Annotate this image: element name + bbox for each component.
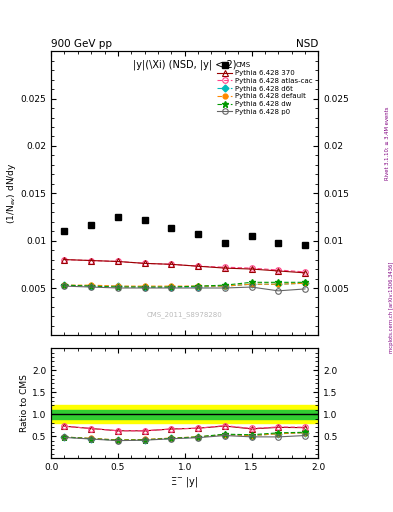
X-axis label: $\Xi^{-}$ |y|: $\Xi^{-}$ |y| (171, 475, 199, 489)
Pythia 6.428 dw (169, 284, 174, 290)
Pythia 6.428 p0 (222, 285, 227, 291)
Pythia 6.428 370 (62, 257, 67, 263)
Pythia 6.428 d6t (169, 284, 174, 290)
Pythia 6.428 atlas-cac (169, 261, 174, 267)
Pythia 6.428 atlas-cac (89, 258, 94, 264)
CMS (142, 217, 147, 223)
Pythia 6.428 atlas-cac (116, 259, 120, 265)
Pythia 6.428 default (196, 283, 200, 289)
Pythia 6.428 d6t (116, 283, 120, 289)
Pythia 6.428 atlas-cac (303, 269, 307, 275)
Pythia 6.428 atlas-cac (142, 260, 147, 266)
Pythia 6.428 default (62, 282, 67, 288)
Pythia 6.428 p0 (196, 285, 200, 291)
Pythia 6.428 d6t (249, 281, 254, 287)
Text: NSD: NSD (296, 38, 318, 49)
Pythia 6.428 370 (276, 268, 281, 274)
CMS (116, 214, 120, 220)
CMS (276, 241, 281, 247)
Line: Pythia 6.428 d6t: Pythia 6.428 d6t (62, 281, 307, 289)
CMS (222, 241, 227, 247)
Pythia 6.428 default (303, 280, 307, 286)
Pythia 6.428 dw (116, 284, 120, 290)
Pythia 6.428 dw (276, 279, 281, 285)
Pythia 6.428 d6t (276, 281, 281, 287)
Pythia 6.428 p0 (62, 283, 67, 289)
Pythia 6.428 default (249, 281, 254, 287)
Pythia 6.428 dw (89, 283, 94, 289)
CMS (169, 225, 174, 231)
Pythia 6.428 370 (249, 266, 254, 272)
Y-axis label: (1/N$_{ev}$) dN/dy: (1/N$_{ev}$) dN/dy (5, 162, 18, 224)
Pythia 6.428 atlas-cac (196, 263, 200, 269)
Pythia 6.428 370 (142, 260, 147, 266)
Pythia 6.428 d6t (142, 284, 147, 290)
Pythia 6.428 370 (222, 265, 227, 271)
Pythia 6.428 dw (249, 279, 254, 285)
Pythia 6.428 d6t (222, 283, 227, 289)
CMS (62, 228, 67, 234)
Pythia 6.428 dw (142, 284, 147, 290)
Pythia 6.428 p0 (249, 284, 254, 290)
Pythia 6.428 atlas-cac (276, 267, 281, 273)
Pythia 6.428 d6t (62, 282, 67, 288)
Legend: CMS, Pythia 6.428 370, Pythia 6.428 atlas-cac, Pythia 6.428 d6t, Pythia 6.428 de: CMS, Pythia 6.428 370, Pythia 6.428 atla… (215, 60, 315, 117)
Text: 900 GeV pp: 900 GeV pp (51, 38, 112, 49)
Bar (51, 410, 318, 419)
Pythia 6.428 default (116, 283, 120, 289)
Pythia 6.428 d6t (303, 280, 307, 286)
Pythia 6.428 370 (169, 261, 174, 267)
Pythia 6.428 p0 (142, 285, 147, 291)
Y-axis label: Ratio to CMS: Ratio to CMS (20, 374, 29, 432)
Pythia 6.428 atlas-cac (222, 264, 227, 270)
Pythia 6.428 d6t (196, 284, 200, 290)
Text: CMS_2011_S8978280: CMS_2011_S8978280 (147, 312, 222, 318)
Pythia 6.428 default (222, 283, 227, 289)
CMS (303, 242, 307, 248)
Text: Rivet 3.1.10; ≥ 3.4M events: Rivet 3.1.10; ≥ 3.4M events (385, 106, 389, 180)
Line: CMS: CMS (61, 214, 308, 248)
CMS (89, 222, 94, 228)
Line: Pythia 6.428 370: Pythia 6.428 370 (62, 257, 308, 275)
Line: Pythia 6.428 default: Pythia 6.428 default (62, 281, 307, 289)
Pythia 6.428 p0 (169, 285, 174, 291)
Pythia 6.428 d6t (89, 283, 94, 289)
Text: |y|(\Xi) (NSD, |y| < 2): |y|(\Xi) (NSD, |y| < 2) (133, 60, 237, 70)
Pythia 6.428 p0 (303, 286, 307, 292)
Bar (51, 406, 318, 423)
Pythia 6.428 370 (89, 258, 94, 264)
Text: mcplots.cern.ch [arXiv:1306.3436]: mcplots.cern.ch [arXiv:1306.3436] (389, 262, 393, 353)
Line: Pythia 6.428 p0: Pythia 6.428 p0 (62, 283, 308, 293)
Pythia 6.428 p0 (89, 284, 94, 290)
Pythia 6.428 370 (196, 263, 200, 269)
Pythia 6.428 p0 (116, 285, 120, 291)
Pythia 6.428 dw (62, 282, 67, 288)
Pythia 6.428 default (276, 281, 281, 287)
CMS (196, 231, 200, 237)
Pythia 6.428 default (89, 282, 94, 288)
Pythia 6.428 370 (116, 259, 120, 265)
Pythia 6.428 default (142, 283, 147, 289)
Pythia 6.428 atlas-cac (249, 265, 254, 271)
Pythia 6.428 dw (303, 279, 307, 285)
Pythia 6.428 p0 (276, 288, 281, 294)
Pythia 6.428 dw (222, 282, 227, 288)
Pythia 6.428 370 (303, 270, 307, 276)
Line: Pythia 6.428 atlas-cac: Pythia 6.428 atlas-cac (62, 257, 308, 274)
Pythia 6.428 dw (196, 283, 200, 289)
CMS (249, 233, 254, 239)
Pythia 6.428 atlas-cac (62, 257, 67, 263)
Pythia 6.428 default (169, 283, 174, 289)
Line: Pythia 6.428 dw: Pythia 6.428 dw (61, 279, 309, 290)
